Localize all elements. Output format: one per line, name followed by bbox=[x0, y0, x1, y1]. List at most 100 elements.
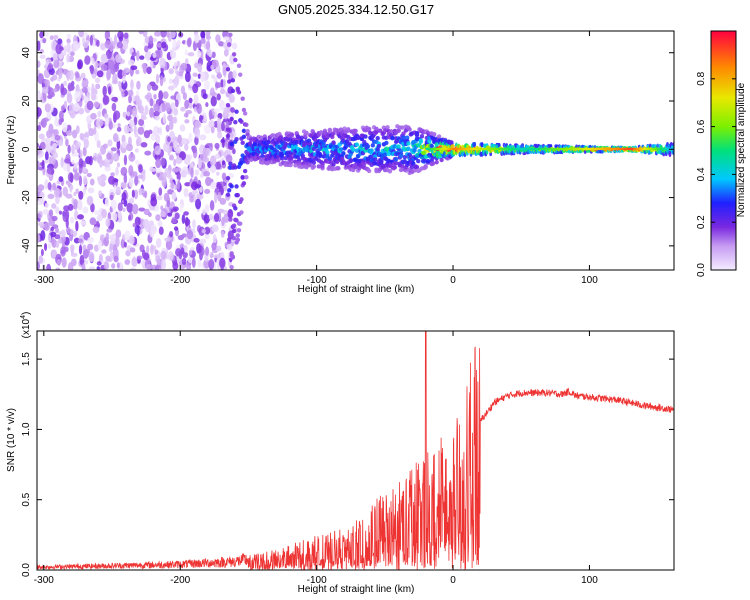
heatmap-cell bbox=[202, 93, 208, 100]
heatmap-cell bbox=[171, 167, 179, 173]
heatmap-cell bbox=[161, 176, 168, 188]
heatmap-cell bbox=[262, 134, 267, 139]
heatmap-cell bbox=[94, 77, 101, 84]
heatmap-cell bbox=[167, 114, 173, 122]
heatmap-cell bbox=[232, 70, 237, 79]
heatmap-cell bbox=[77, 61, 82, 70]
heatmap-cell bbox=[210, 95, 217, 107]
heatmap-cell bbox=[153, 93, 157, 100]
heatmap-cell bbox=[630, 147, 633, 151]
heatmap-cell bbox=[534, 147, 537, 151]
heatmap-cell bbox=[432, 147, 434, 151]
heatmap-cell bbox=[228, 209, 233, 214]
heatmap-cell bbox=[149, 167, 157, 172]
heatmap-cell bbox=[82, 146, 87, 157]
heatmap-cell bbox=[664, 147, 667, 151]
heatmap-cell bbox=[37, 90, 40, 100]
heatmap-cell bbox=[348, 158, 353, 164]
snr-y-tick-label: 0.5 bbox=[21, 492, 32, 506]
heatmap-cell bbox=[655, 147, 658, 151]
colorbar: 0.0 0.2 0.4 0.6 0.8 Normalized spectral ampl… bbox=[696, 30, 747, 277]
snr-x-label: Height of straight line (km) bbox=[298, 584, 415, 595]
heatmap-cell bbox=[177, 134, 182, 144]
heatmap-cell bbox=[105, 49, 112, 60]
heatmap-cell bbox=[434, 160, 439, 165]
heatmap-cell bbox=[643, 147, 646, 151]
heatmap-cell bbox=[442, 147, 444, 151]
heatmap-cell bbox=[226, 188, 232, 193]
heatmap-cell bbox=[71, 129, 78, 139]
heatmap-cell bbox=[221, 160, 226, 166]
heatmap-cell bbox=[136, 80, 141, 90]
heatmap-cell bbox=[520, 147, 523, 151]
heatmap-cell bbox=[69, 216, 75, 224]
heatmap-cell bbox=[200, 173, 204, 178]
heatmap-cell bbox=[225, 67, 231, 72]
heatmap-cell bbox=[456, 147, 458, 151]
heatmap-cell bbox=[47, 181, 52, 191]
heatmap-cell bbox=[175, 157, 183, 165]
heatmap-cell bbox=[82, 132, 90, 138]
heatmap-cell bbox=[639, 147, 642, 151]
heatmap-cell bbox=[61, 257, 67, 268]
heatmap-cell bbox=[215, 82, 222, 89]
heatmap-cell bbox=[294, 139, 299, 145]
heatmap-cell bbox=[355, 135, 361, 140]
heatmap-cell bbox=[541, 147, 543, 151]
heatmap-cell bbox=[605, 147, 608, 151]
heatmap-cell bbox=[354, 142, 360, 147]
heatmap-cell bbox=[80, 72, 86, 79]
heatmap-cell bbox=[444, 147, 446, 151]
colorbar-tick-label: 0.8 bbox=[696, 71, 707, 85]
heatmap-cell bbox=[105, 232, 110, 241]
heatmap-cell bbox=[471, 147, 474, 151]
heatmap-cell bbox=[425, 158, 431, 164]
heatmap-cell bbox=[66, 93, 73, 104]
heatmap-cell bbox=[66, 53, 70, 63]
heatmap-cell bbox=[196, 193, 204, 200]
heatmap-cell bbox=[479, 147, 481, 151]
heatmap-cell bbox=[439, 157, 444, 163]
heatmap-cell bbox=[68, 69, 74, 81]
heatmap-cell bbox=[86, 173, 92, 178]
heatmap-cell bbox=[228, 217, 233, 222]
heatmap-cell bbox=[63, 45, 67, 56]
heatmap-cell bbox=[422, 150, 427, 155]
heatmap-cell bbox=[134, 175, 139, 187]
colorbar-tick-label: 0.6 bbox=[696, 119, 707, 133]
heatmap-cell bbox=[109, 42, 114, 52]
heatmap-cell bbox=[90, 202, 95, 213]
heatmap-cell bbox=[70, 80, 75, 87]
heatmap-cell bbox=[110, 147, 117, 152]
heatmap-cell bbox=[173, 158, 177, 167]
heatmap-cell bbox=[528, 147, 530, 151]
heatmap-cell bbox=[46, 129, 53, 139]
heatmap-cell bbox=[51, 215, 58, 222]
heatmap-cell bbox=[149, 107, 155, 118]
heatmap-cell bbox=[37, 73, 44, 84]
heatmap-cell bbox=[108, 121, 113, 130]
heatmap-cell bbox=[531, 147, 534, 151]
heatmap-cell bbox=[136, 136, 142, 147]
heatmap-cell bbox=[486, 147, 489, 151]
heatmap-cell bbox=[542, 147, 545, 151]
heatmap-cell bbox=[540, 147, 542, 151]
heatmap-cell bbox=[107, 85, 112, 95]
heatmap-cell bbox=[66, 33, 72, 39]
heatmap-cell bbox=[97, 175, 105, 186]
heatmap-cell bbox=[168, 154, 174, 161]
heatmap-cell bbox=[409, 164, 415, 170]
heatmap-cell bbox=[373, 154, 378, 159]
heatmap-cell bbox=[211, 224, 219, 233]
heatmap-cell bbox=[53, 129, 59, 137]
heatmap-cell bbox=[209, 155, 217, 167]
heatmap-cell bbox=[173, 226, 179, 231]
heatmap-cell bbox=[88, 127, 95, 137]
heatmap-cell bbox=[102, 85, 107, 97]
heatmap-cell bbox=[443, 147, 445, 151]
heatmap-cell bbox=[55, 43, 63, 55]
heatmap-cell bbox=[111, 263, 116, 269]
heatmap-cell bbox=[150, 197, 158, 207]
heatmap-cell bbox=[130, 79, 134, 91]
